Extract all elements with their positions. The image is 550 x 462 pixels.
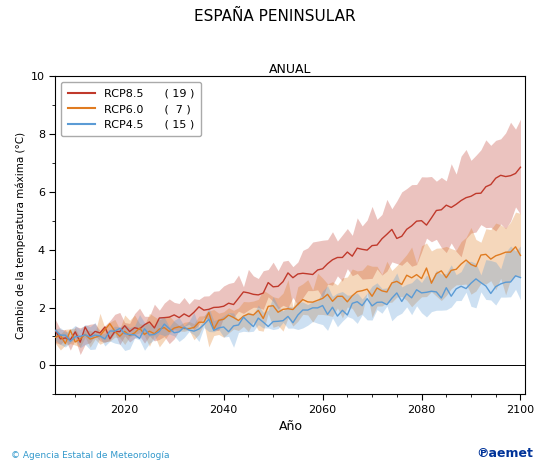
Title: ANUAL: ANUAL: [269, 63, 312, 77]
Text: ℗aemet: ℗aemet: [477, 447, 534, 460]
Text: ESPAÑA PENINSULAR: ESPAÑA PENINSULAR: [194, 9, 356, 24]
Legend: RCP8.5      ( 19 ), RCP6.0      (  7 ), RCP4.5      ( 15 ): RCP8.5 ( 19 ), RCP6.0 ( 7 ), RCP4.5 ( 15…: [61, 82, 201, 136]
Y-axis label: Cambio de la temperatura máxima (°C): Cambio de la temperatura máxima (°C): [15, 132, 25, 339]
Text: © Agencia Estatal de Meteorología: © Agencia Estatal de Meteorología: [11, 451, 169, 460]
X-axis label: Año: Año: [278, 420, 303, 433]
